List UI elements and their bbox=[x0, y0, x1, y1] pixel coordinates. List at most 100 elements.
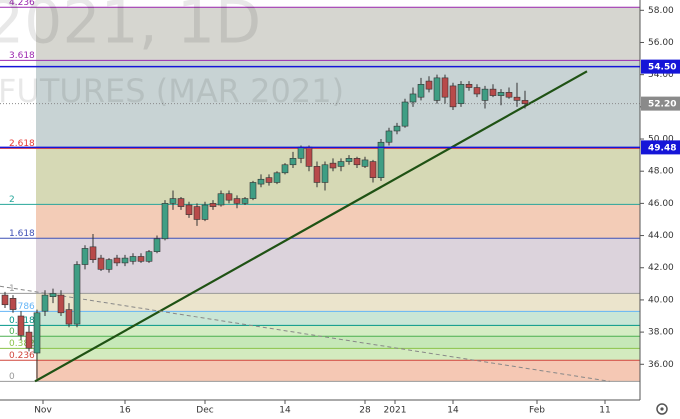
candle-body bbox=[233, 198, 241, 204]
fib-label: 0.5 bbox=[9, 327, 23, 337]
candle-body bbox=[489, 88, 497, 96]
x-tick-label: 11 bbox=[599, 406, 610, 416]
fib-band bbox=[36, 238, 640, 294]
candle-body bbox=[409, 93, 417, 103]
watermark: FUTURES (MAR 2021) bbox=[0, 72, 344, 110]
candle-body bbox=[441, 77, 449, 98]
candle-body bbox=[241, 198, 249, 204]
candle-body bbox=[105, 259, 113, 270]
candle-body bbox=[433, 77, 441, 101]
fib-band bbox=[36, 293, 640, 312]
y-tick-label: 40.00 bbox=[648, 295, 674, 305]
candle-body bbox=[345, 158, 353, 162]
candle-body bbox=[161, 203, 169, 240]
candle-body bbox=[185, 204, 193, 215]
y-tick-label: 38.00 bbox=[648, 328, 674, 338]
y-tick-label: 42.00 bbox=[648, 263, 674, 273]
y-tick-label: 50.00 bbox=[648, 135, 674, 145]
watermark: 2021, 1D bbox=[0, 0, 261, 58]
candle-body bbox=[137, 256, 145, 262]
x-tick-label: 14 bbox=[279, 406, 291, 416]
fib-band bbox=[36, 360, 640, 382]
fib-label: 4.236 bbox=[9, 0, 35, 8]
y-tick-label: 58.00 bbox=[648, 6, 674, 16]
price-tag bbox=[641, 140, 680, 155]
candle-body bbox=[65, 309, 73, 325]
y-tick-label: 46.00 bbox=[648, 199, 674, 209]
candle-body bbox=[297, 146, 305, 159]
candle-body bbox=[265, 177, 273, 183]
candle-body bbox=[401, 101, 409, 127]
trendline bbox=[0, 285, 610, 382]
fib-band bbox=[36, 204, 640, 239]
candle-body bbox=[97, 257, 105, 270]
x-tick-label: Dec bbox=[196, 406, 213, 416]
candle-body bbox=[481, 88, 489, 101]
candle-body bbox=[129, 256, 137, 262]
candle-body bbox=[521, 100, 529, 104]
fib-label: 0 bbox=[9, 372, 15, 382]
x-tick-label: 2021 bbox=[384, 406, 407, 416]
x-tick-label: 16 bbox=[119, 406, 131, 416]
x-tick-label: Nov bbox=[34, 406, 52, 416]
candle-body bbox=[81, 248, 89, 265]
fib-label: 0.236 bbox=[9, 351, 35, 361]
candle-body bbox=[425, 80, 433, 90]
y-tick-label: 54.00 bbox=[648, 70, 674, 80]
fib-band bbox=[36, 7, 640, 61]
fib-label: 0.382 bbox=[9, 339, 35, 349]
candle-body bbox=[473, 87, 481, 95]
y-tick-label: 36.00 bbox=[648, 360, 674, 370]
candle-body bbox=[201, 204, 209, 220]
fib-band bbox=[36, 60, 640, 149]
candle-body bbox=[497, 92, 505, 96]
candle-body bbox=[41, 294, 49, 312]
x-tick-label: Feb bbox=[529, 406, 545, 416]
fib-label: 1.618 bbox=[9, 229, 35, 239]
candle-body bbox=[369, 161, 377, 178]
candle-body bbox=[449, 85, 457, 108]
candle-body bbox=[281, 164, 289, 174]
x-tick-label: 14 bbox=[447, 406, 459, 416]
candle-body bbox=[305, 146, 313, 167]
candle-body bbox=[385, 130, 393, 143]
candle-body bbox=[57, 294, 65, 314]
candle-body bbox=[225, 193, 233, 201]
fib-label: 1 bbox=[9, 284, 15, 294]
candle-body bbox=[217, 193, 225, 206]
candle-body bbox=[513, 96, 521, 101]
settings-icon[interactable] bbox=[656, 403, 668, 415]
fib-label: 0.786 bbox=[9, 302, 35, 312]
fib-band bbox=[36, 348, 640, 361]
candle-body bbox=[289, 158, 297, 166]
fib-band bbox=[36, 325, 640, 337]
price-tag bbox=[641, 59, 680, 74]
last-price-tag bbox=[641, 96, 680, 111]
candle-body bbox=[249, 182, 257, 199]
y-tick-label: 56.00 bbox=[648, 38, 674, 48]
candle-body bbox=[505, 92, 513, 98]
last-price-tag-label: 52.20 bbox=[648, 100, 676, 110]
candle-body bbox=[417, 84, 425, 98]
candle-body bbox=[337, 161, 345, 167]
candle-body bbox=[377, 141, 385, 178]
candle-body bbox=[73, 264, 81, 325]
candle-body bbox=[465, 84, 473, 88]
candle-body bbox=[145, 251, 153, 262]
candle-body bbox=[193, 206, 201, 220]
fib-band bbox=[36, 148, 640, 205]
x-tick-label: 28 bbox=[359, 406, 371, 416]
candle-body bbox=[321, 164, 329, 183]
candle-body bbox=[113, 257, 121, 264]
candle-body bbox=[177, 198, 185, 207]
plot-area: 00.2360.3820.50.6180.78611.61822.6183.61… bbox=[0, 0, 640, 383]
candle-body bbox=[17, 315, 25, 336]
fib-band bbox=[36, 336, 640, 349]
candle-body bbox=[25, 331, 33, 349]
candle-body bbox=[209, 203, 217, 207]
y-tick-label: 44.00 bbox=[648, 231, 674, 241]
candle-body bbox=[1, 294, 9, 306]
candle-body bbox=[49, 293, 57, 298]
y-tick-label: 48.00 bbox=[648, 167, 674, 177]
candle-body bbox=[457, 84, 465, 104]
